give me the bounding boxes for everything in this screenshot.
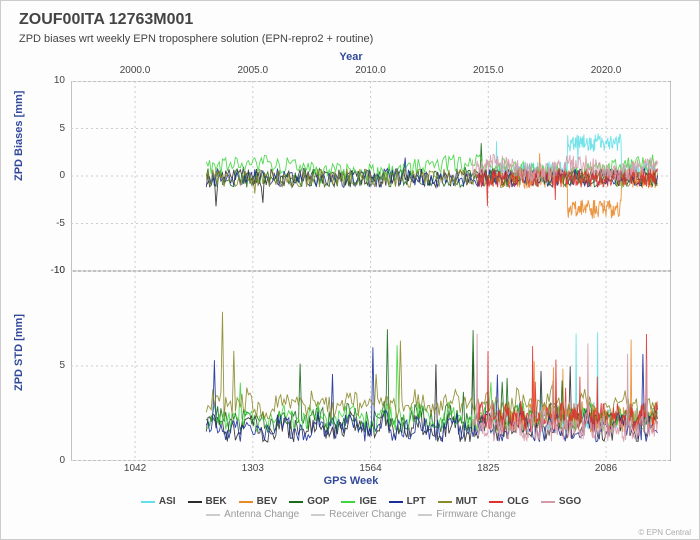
y-tick: 10 — [25, 265, 65, 276]
footer-credit: © EPN Central — [638, 528, 691, 537]
legend-item-olg: OLG — [489, 496, 529, 507]
bottom-tick: 1042 — [124, 463, 146, 474]
legend-label: LPT — [407, 496, 426, 507]
legend-swatch — [438, 501, 452, 503]
y1-axis-label: ZPD Biases [mm] — [13, 91, 25, 181]
legend-label: MUT — [456, 496, 478, 507]
legend-label: SGO — [559, 496, 581, 507]
legend: ASI BEK BEV GOP IGE LPT MUT OLG SGO Antenna Chan… — [46, 496, 676, 522]
top-tick: 2005.0 — [238, 65, 269, 76]
legend-item-sgo: SGO — [541, 496, 581, 507]
legend-swatch — [289, 501, 303, 503]
legend-swatch — [206, 514, 220, 516]
legend-label: Antenna Change — [224, 509, 299, 520]
legend-label: BEK — [206, 496, 227, 507]
y2-axis-label: ZPD STD [mm] — [13, 314, 25, 391]
bottom-tick: 1564 — [359, 463, 381, 474]
y-tick: -5 — [25, 218, 65, 229]
chart-container: ZOUF00ITA 12763M001 ZPD biases wrt weekl… — [0, 0, 700, 540]
top-tick: 2010.0 — [355, 65, 386, 76]
legend-change-item: Antenna Change — [206, 509, 299, 520]
legend-change-item: Firmware Change — [418, 509, 515, 520]
bottom-tick: 1825 — [477, 463, 499, 474]
top-axis-label: Year — [1, 51, 700, 63]
legend-item-bek: BEK — [188, 496, 227, 507]
y-tick: 5 — [25, 123, 65, 134]
top-tick: 2000.0 — [120, 65, 151, 76]
legend-item-asi: ASI — [141, 496, 176, 507]
plot-area — [71, 81, 671, 461]
legend-item-bev: BEV — [239, 496, 278, 507]
legend-swatch — [239, 501, 253, 503]
y-tick: 10 — [25, 75, 65, 86]
legend-swatch — [489, 501, 503, 503]
legend-change-item: Receiver Change — [311, 509, 406, 520]
bottom-tick: 2086 — [595, 463, 617, 474]
legend-swatch — [341, 501, 355, 503]
legend-label: ASI — [159, 496, 176, 507]
chart-title: ZOUF00ITA 12763M001 — [19, 11, 193, 29]
y-tick: 0 — [25, 170, 65, 181]
legend-label: Receiver Change — [329, 509, 406, 520]
legend-swatch — [389, 501, 403, 503]
legend-label: Firmware Change — [436, 509, 515, 520]
legend-swatch — [188, 501, 202, 503]
top-tick: 2020.0 — [591, 65, 622, 76]
legend-changes-row: Antenna Change Receiver Change Firmware Ch… — [46, 509, 676, 520]
y-tick: 5 — [25, 360, 65, 371]
legend-label: IGE — [359, 496, 376, 507]
top-tick: 2015.0 — [473, 65, 504, 76]
legend-item-lpt: LPT — [389, 496, 426, 507]
legend-series-row: ASI BEK BEV GOP IGE LPT MUT OLG SGO — [46, 496, 676, 507]
bottom-axis-label: GPS Week — [1, 475, 700, 487]
legend-swatch — [541, 501, 555, 503]
legend-label: BEV — [257, 496, 278, 507]
legend-item-mut: MUT — [438, 496, 478, 507]
legend-swatch — [311, 514, 325, 516]
y-tick: 0 — [25, 455, 65, 466]
legend-swatch — [141, 501, 155, 503]
legend-item-gop: GOP — [289, 496, 329, 507]
legend-label: GOP — [307, 496, 329, 507]
legend-label: OLG — [507, 496, 529, 507]
legend-item-ige: IGE — [341, 496, 376, 507]
chart-subtitle: ZPD biases wrt weekly EPN troposphere so… — [19, 33, 373, 45]
bottom-tick: 1303 — [242, 463, 264, 474]
legend-swatch — [418, 514, 432, 516]
